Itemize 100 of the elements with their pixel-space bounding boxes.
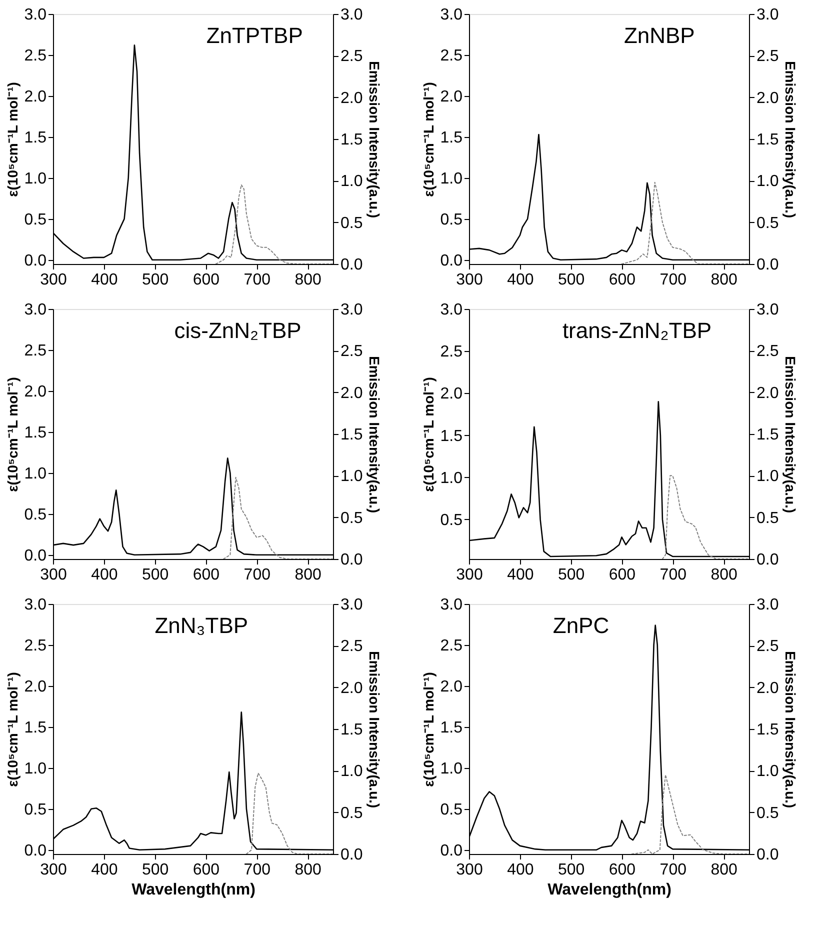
y2-tick-label: 3.0 xyxy=(756,302,779,318)
y-tick-label: 1.0 xyxy=(440,470,463,487)
x-tick-label: 300 xyxy=(456,862,483,878)
y2-tick-label: 3.0 xyxy=(756,6,779,24)
y2-axis-title: Emission Intensity(a.u.) xyxy=(366,60,383,218)
y2-tick-label: 1.5 xyxy=(756,722,779,738)
y2-tick-label: 2.5 xyxy=(340,48,363,66)
y2-tick-label: 0.0 xyxy=(340,256,363,274)
x-tick-label: 700 xyxy=(660,272,687,288)
y-tick-label: 1.0 xyxy=(440,170,463,188)
y2-axis-title: Emission Intensity(a.u.) xyxy=(782,356,799,514)
y-tick-label: 3.0 xyxy=(24,302,47,318)
y2-tick-label: 1.5 xyxy=(340,132,363,148)
y-tick-label: 1.5 xyxy=(24,719,47,736)
x-tick-label: 500 xyxy=(558,862,585,878)
y2-tick-label: 0.0 xyxy=(756,256,779,274)
y-axis-title: ε(10⁵cm⁻¹L mol⁻¹) xyxy=(420,82,436,197)
y-tick-label: 0.0 xyxy=(24,842,47,860)
y-axis-title: ε(10⁵cm⁻¹L mol⁻¹) xyxy=(4,82,20,197)
x-tick-label: 400 xyxy=(91,272,118,288)
y-axis-title: ε(10⁵cm⁻¹L mol⁻¹) xyxy=(420,672,436,787)
x-axis-title: Wavelength(nm) xyxy=(548,882,672,898)
y-tick-label: 1.5 xyxy=(440,129,463,146)
line-series xyxy=(662,475,749,559)
line-series xyxy=(215,184,333,264)
y2-tick-label: 3.0 xyxy=(340,6,363,24)
y-tick-label: 1.5 xyxy=(440,428,463,445)
y-tick-label: 1.5 xyxy=(24,424,47,442)
y2-tick-label: 1.5 xyxy=(340,426,363,444)
y-tick-label: 0.0 xyxy=(440,842,463,860)
y-tick-label: 0.5 xyxy=(440,211,463,228)
x-tick-label: 700 xyxy=(244,272,271,288)
y2-tick-label: 0.5 xyxy=(756,510,779,527)
line-series xyxy=(621,182,749,264)
y2-tick-label: 0.5 xyxy=(756,214,779,232)
x-tick-label: 800 xyxy=(294,272,322,288)
y-tick-label: 2.5 xyxy=(24,47,47,64)
y-tick-label: 0.5 xyxy=(24,801,47,818)
y2-tick-label: 0.5 xyxy=(756,804,779,822)
chart-title: ZnNBP xyxy=(624,23,695,48)
y-axis-title: ε(10⁵cm⁻¹L mol⁻¹) xyxy=(420,377,436,492)
y2-tick-label: 0.0 xyxy=(756,846,779,864)
y-tick-label: 1.5 xyxy=(24,129,47,146)
y2-tick-label: 1.5 xyxy=(756,426,779,444)
y-tick-label: 2.5 xyxy=(440,344,463,361)
y-axis-title: ε(10⁵cm⁻¹L mol⁻¹) xyxy=(4,377,20,492)
line-series xyxy=(223,476,333,559)
y-tick-label: 2.0 xyxy=(24,383,47,400)
chart-title: ZnTPTBP xyxy=(206,23,303,48)
y-tick-label: 1.0 xyxy=(440,760,463,778)
y2-tick-label: 2.0 xyxy=(756,384,779,402)
y2-tick-label: 2.5 xyxy=(340,638,363,656)
y2-tick-label: 0.0 xyxy=(756,552,779,568)
y-tick-label: 0.5 xyxy=(440,801,463,818)
chart-title: trans-ZnN₂TBP xyxy=(562,318,712,343)
x-tick-label: 700 xyxy=(660,566,687,584)
y-tick-label: 1.0 xyxy=(24,760,47,778)
y2-tick-label: 0.0 xyxy=(340,846,363,864)
x-tick-label: 700 xyxy=(660,862,687,878)
y2-axis-title: Emission Intensity(a.u.) xyxy=(782,650,799,808)
y2-tick-label: 2.0 xyxy=(340,384,363,402)
y2-tick-label: 3.0 xyxy=(340,302,363,318)
y-tick-label: 2.5 xyxy=(24,342,47,360)
y2-axis-title: Emission Intensity(a.u.) xyxy=(366,356,383,514)
y2-tick-label: 2.5 xyxy=(756,343,779,360)
x-tick-label: 400 xyxy=(507,566,534,584)
x-tick-label: 400 xyxy=(507,862,534,878)
x-tick-label: 800 xyxy=(710,566,738,584)
y2-tick-label: 1.0 xyxy=(756,763,779,780)
y2-tick-label: 3.0 xyxy=(340,596,363,614)
y2-tick-label: 1.0 xyxy=(340,763,363,780)
y2-tick-label: 1.5 xyxy=(340,722,363,738)
y-tick-label: 0.5 xyxy=(24,211,47,228)
y2-tick-label: 2.0 xyxy=(756,90,779,107)
x-tick-label: 400 xyxy=(507,272,534,288)
x-tick-label: 500 xyxy=(142,272,169,288)
x-tick-label: 300 xyxy=(40,272,67,288)
y-tick-label: 0.0 xyxy=(24,252,47,270)
y2-tick-label: 2.5 xyxy=(756,48,779,66)
y-tick-label: 1.0 xyxy=(24,465,47,482)
x-tick-label: 500 xyxy=(558,566,585,584)
x-axis-title: Wavelength(nm) xyxy=(132,882,256,898)
y-tick-label: 3.0 xyxy=(24,6,47,24)
y-tick-label: 0.0 xyxy=(440,252,463,270)
y2-tick-label: 0.5 xyxy=(340,510,363,527)
x-tick-label: 300 xyxy=(456,566,483,584)
y2-tick-label: 2.0 xyxy=(340,680,363,697)
y-tick-label: 2.5 xyxy=(440,637,463,654)
y-tick-label: 1.5 xyxy=(440,719,463,736)
y-tick-label: 2.5 xyxy=(440,47,463,64)
x-tick-label: 800 xyxy=(294,862,322,878)
x-tick-label: 500 xyxy=(142,566,169,584)
x-tick-label: 300 xyxy=(40,862,67,878)
y-tick-label: 0.0 xyxy=(24,547,47,564)
x-tick-label: 600 xyxy=(192,272,220,288)
y2-tick-label: 2.0 xyxy=(340,90,363,107)
x-tick-label: 800 xyxy=(710,862,738,878)
y2-axis-title: Emission Intensity(a.u.) xyxy=(366,650,383,808)
x-tick-label: 400 xyxy=(91,566,118,584)
y-tick-label: 2.0 xyxy=(440,386,463,403)
